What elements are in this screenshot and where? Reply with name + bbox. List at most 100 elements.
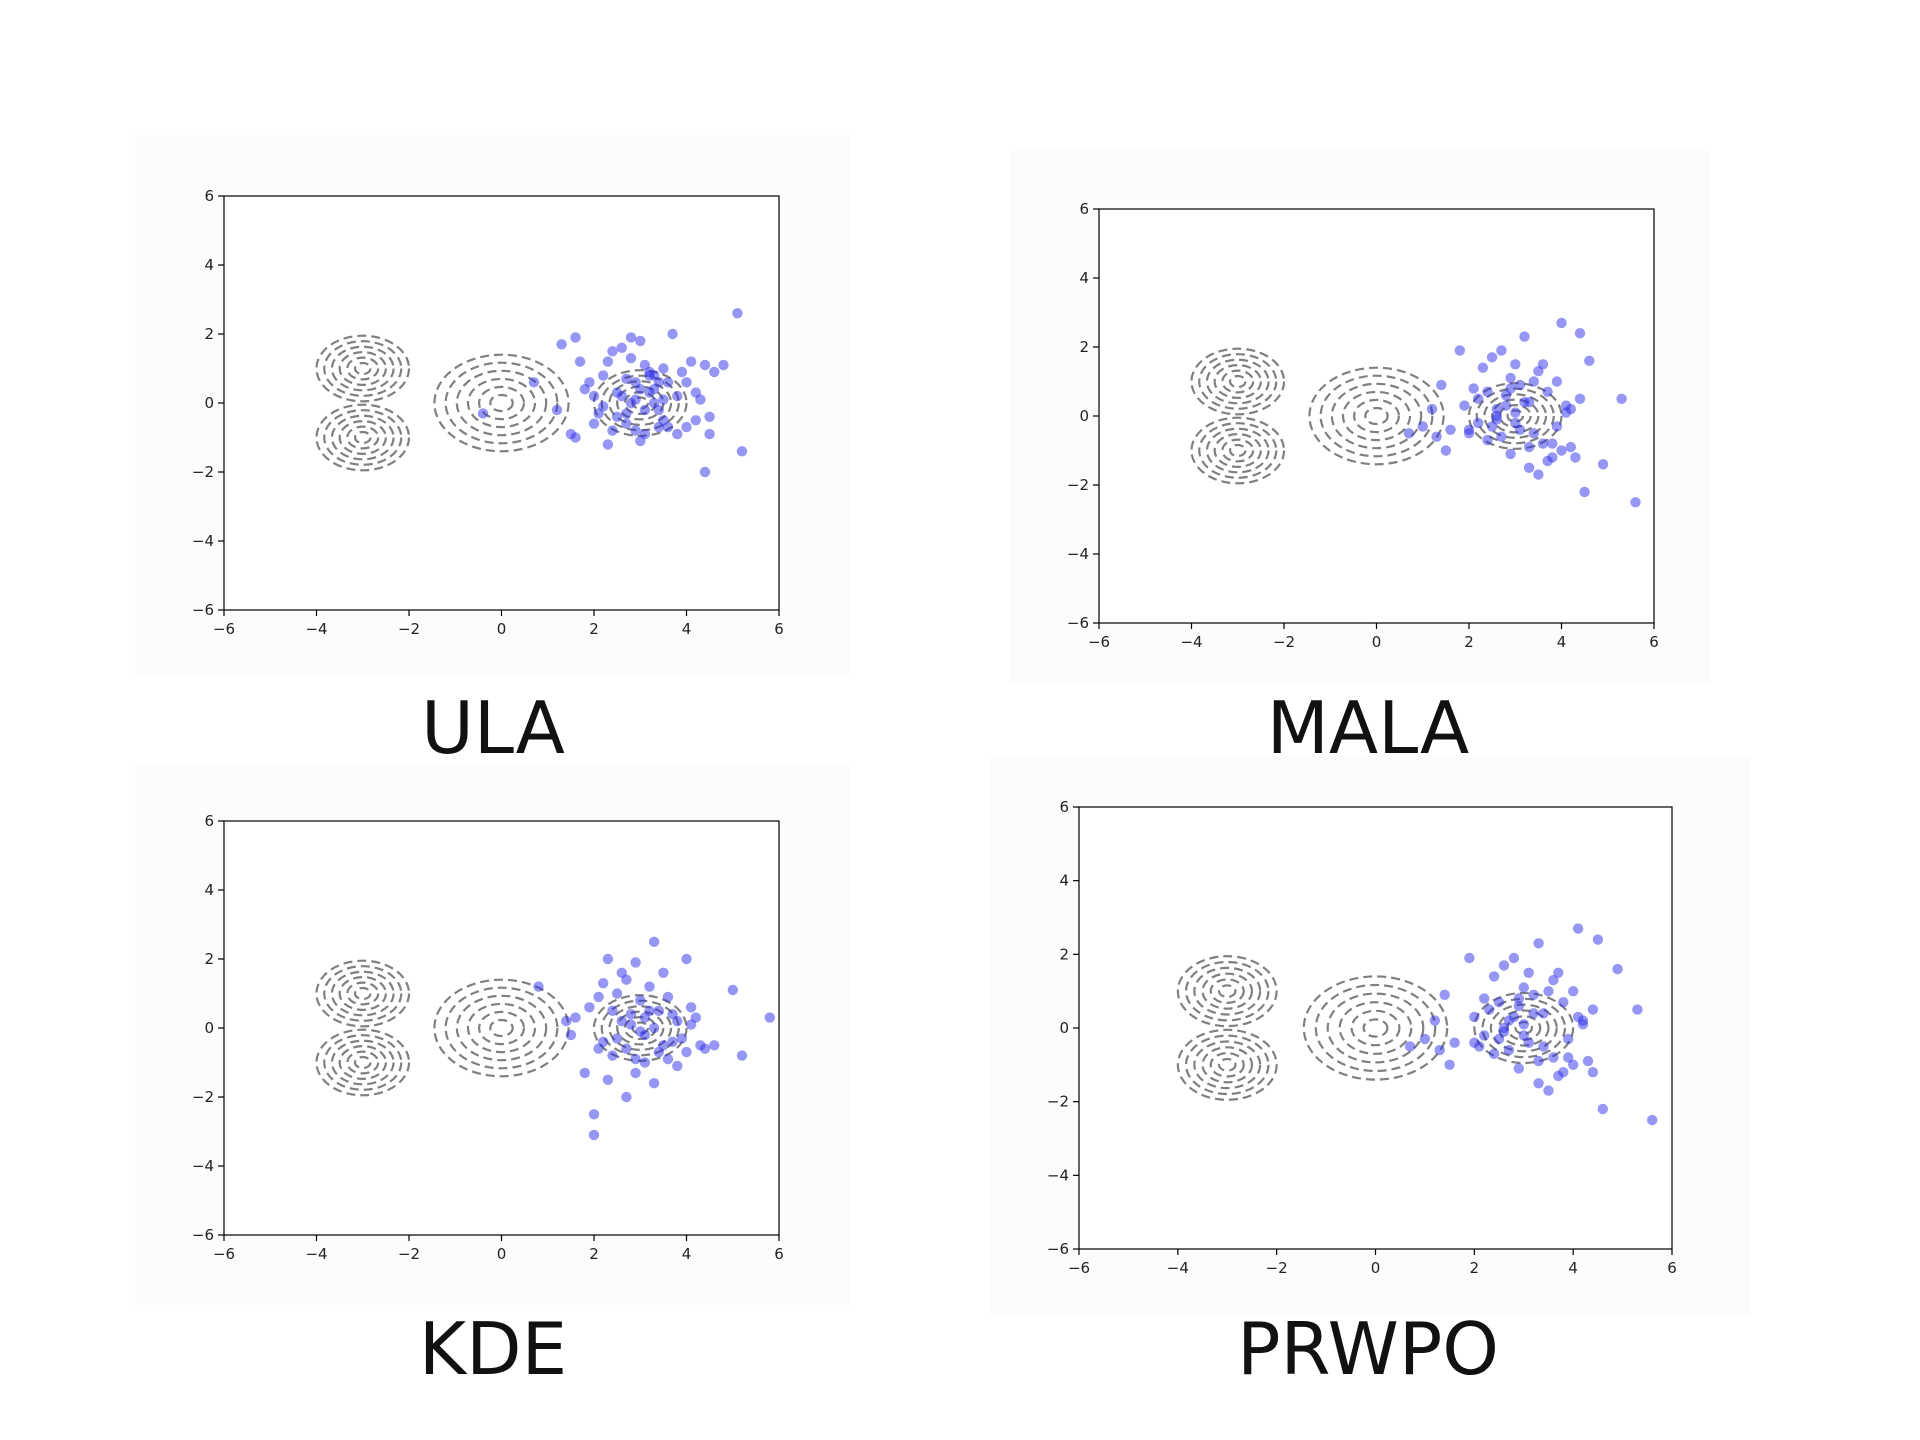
- x-tick-label: 6: [774, 620, 784, 638]
- data-point: [1533, 469, 1544, 480]
- data-point: [533, 981, 544, 992]
- scatter-chart-mala: −6−6 −4 −4 −2 −2 0 0 2 2 4 4 6 6: [1067, 200, 1659, 651]
- data-point: [1454, 345, 1465, 356]
- contour-line: [353, 361, 372, 376]
- contour-line: [455, 369, 548, 437]
- data-point: [1513, 1000, 1524, 1012]
- contour-line: [1497, 1009, 1550, 1047]
- data-point: [616, 1015, 627, 1027]
- data-point: [648, 936, 660, 947]
- data-point: [672, 428, 683, 440]
- contour-line: [1213, 364, 1262, 400]
- contour-line: [1176, 1028, 1278, 1101]
- data-point: [685, 356, 697, 367]
- data-point: [607, 425, 618, 436]
- y-tick-label: 6: [1059, 798, 1069, 816]
- y-tick-label: −6: [1067, 614, 1089, 632]
- data-point: [1560, 400, 1572, 411]
- data-point: [658, 394, 669, 405]
- x-tick-label: −2: [398, 1245, 420, 1263]
- contour-line: [338, 1045, 387, 1081]
- data-point: [736, 1050, 748, 1061]
- contour-line: [323, 409, 403, 466]
- data-point: [685, 1002, 697, 1013]
- contour-line: [1350, 1009, 1401, 1047]
- x-tick-label: −4: [305, 1245, 327, 1263]
- data-point: [662, 377, 674, 388]
- x-tick-label: 4: [1568, 1259, 1578, 1277]
- contour-line: [1198, 353, 1278, 410]
- data-point: [1632, 1004, 1643, 1015]
- data-point: [639, 1057, 651, 1068]
- data-point: [1482, 434, 1493, 446]
- data-point: [653, 421, 664, 433]
- data-point: [1597, 459, 1609, 470]
- data-point: [699, 359, 711, 371]
- contour-line: [1217, 984, 1237, 999]
- data-point: [1587, 1067, 1599, 1078]
- contour-line: [489, 1018, 514, 1038]
- data-point: [602, 439, 614, 450]
- data-point: [718, 359, 729, 371]
- contour-line: [1190, 347, 1286, 416]
- y-tick-label: −6: [192, 1226, 214, 1244]
- data-point: [662, 991, 674, 1003]
- data-point: [1556, 317, 1567, 329]
- data-point: [1439, 989, 1450, 1000]
- x-tick-label: −6: [213, 1245, 235, 1263]
- y-tick-label: 6: [204, 187, 214, 205]
- data-point: [1403, 428, 1415, 439]
- data-point: [621, 418, 632, 429]
- data-point: [1538, 1041, 1549, 1052]
- x-tick-label: −2: [1273, 633, 1295, 651]
- data-point: [1473, 393, 1484, 404]
- data-point: [625, 353, 637, 364]
- contour-line: [1473, 991, 1575, 1065]
- data-point: [672, 1060, 683, 1072]
- contour-line: [1205, 427, 1270, 474]
- contour-line: [608, 1005, 673, 1051]
- data-point: [1556, 445, 1567, 456]
- contour-line: [1326, 992, 1425, 1064]
- contour-line: [1308, 366, 1445, 466]
- contour-line: [1483, 393, 1548, 439]
- y-tick-label: 4: [204, 256, 214, 274]
- data-point: [1518, 982, 1529, 993]
- x-tick-label: −6: [1068, 1259, 1090, 1277]
- data-point: [574, 356, 586, 367]
- data-point: [1503, 1044, 1515, 1056]
- data-point: [1579, 486, 1590, 498]
- contour-line: [1228, 374, 1247, 389]
- scatter-chart-kde: −6−6 −4 −4 −2 −2 0 0 2 2 4 4 6 6: [192, 812, 784, 1263]
- data-point: [681, 953, 692, 965]
- data-point: [1548, 974, 1559, 986]
- y-tick-label: −2: [1047, 1093, 1069, 1111]
- data-point: [1558, 997, 1569, 1008]
- data-point: [704, 428, 715, 440]
- data-point: [667, 1036, 678, 1047]
- x-tick-label: −6: [1088, 633, 1110, 651]
- data-point: [625, 332, 637, 343]
- data-point: [1488, 971, 1500, 982]
- data-point: [593, 1043, 604, 1054]
- data-point: [1538, 1008, 1549, 1019]
- data-point: [570, 1012, 581, 1023]
- y-tick-label: 2: [204, 325, 214, 343]
- contour-line: [323, 340, 403, 397]
- data-point: [1469, 1011, 1480, 1023]
- x-tick-label: 4: [682, 1245, 692, 1263]
- x-tick-label: 0: [1372, 633, 1382, 651]
- data-point: [1445, 424, 1456, 435]
- x-tick-label: 6: [1667, 1259, 1677, 1277]
- data-point: [1616, 393, 1627, 404]
- data-point: [565, 1029, 577, 1041]
- contour-line: [1193, 1040, 1262, 1090]
- data-point: [1440, 445, 1452, 456]
- data-point: [648, 397, 660, 409]
- data-point: [1543, 1085, 1554, 1096]
- data-point: [1553, 1070, 1564, 1082]
- data-point: [1570, 452, 1581, 463]
- contour-line: [489, 393, 514, 413]
- data-point: [1537, 438, 1549, 449]
- data-point: [621, 1091, 632, 1103]
